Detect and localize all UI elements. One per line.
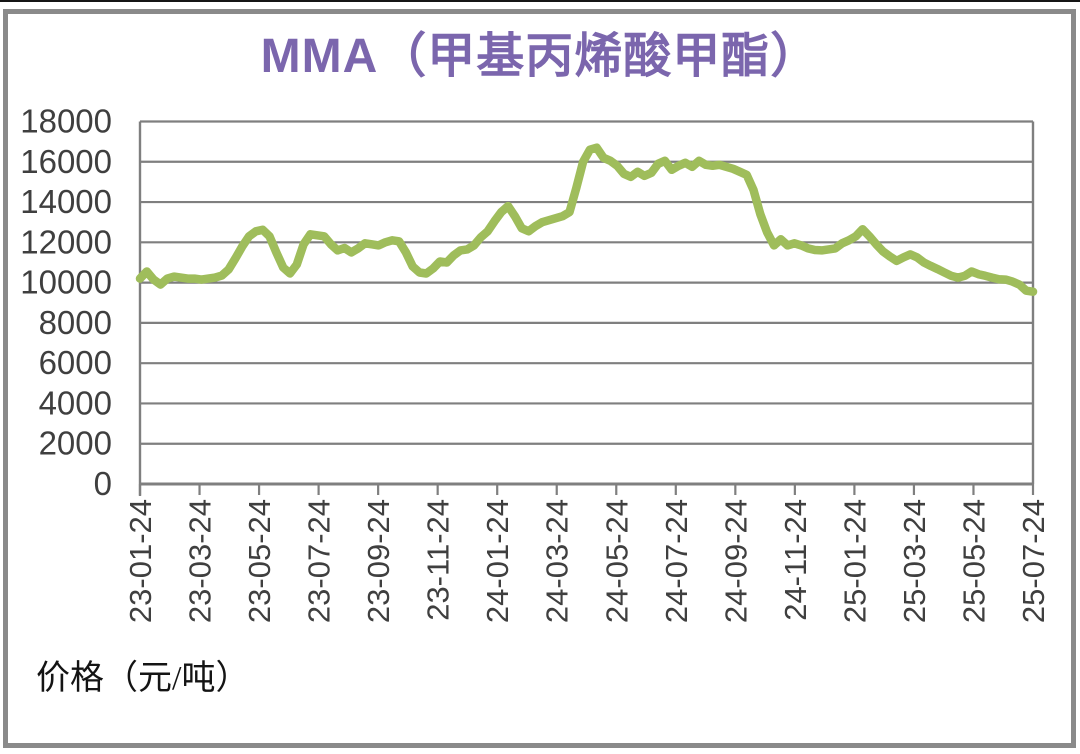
- y-tick-label: 16000: [20, 143, 112, 180]
- x-tick-label: 23-07-24: [302, 499, 337, 623]
- price-series-line: [135, 143, 1038, 296]
- x-tick-label: 25-05-24: [956, 499, 991, 623]
- y-axis-unit-label: 价格（元/吨）: [36, 660, 250, 697]
- y-tick-label: 2000: [39, 425, 112, 462]
- chart-frame: [3, 9, 1076, 748]
- screenshot-top-edge: [0, 0, 1080, 2]
- y-tick-label: 10000: [20, 264, 112, 301]
- y-tick-label: 0: [94, 465, 112, 502]
- x-tick-label: 24-03-24: [540, 499, 575, 623]
- x-tick-label: 25-07-24: [1016, 499, 1051, 623]
- x-tick-label: 24-11-24: [778, 499, 813, 621]
- y-tick-label: 18000: [20, 103, 112, 140]
- y-tick-label: 8000: [39, 304, 112, 341]
- y-tick-label: 6000: [39, 344, 112, 381]
- x-tick-label: 23-09-24: [361, 499, 396, 623]
- x-tick-label: 23-03-24: [183, 499, 218, 623]
- x-tick-label: 23-05-24: [242, 499, 277, 623]
- x-tick-label: 24-07-24: [659, 499, 694, 623]
- y-tick-label: 4000: [39, 384, 112, 421]
- x-tick-label: 23-11-24: [421, 499, 456, 621]
- x-tick-label: 25-01-24: [837, 499, 872, 623]
- x-tick-label: 23-01-24: [123, 499, 158, 623]
- chart-title: MMA（甲基丙烯酸甲酯）: [260, 30, 820, 83]
- x-tick-label: 24-09-24: [718, 499, 753, 623]
- x-tick-label: 24-01-24: [480, 499, 515, 623]
- y-tick-label: 12000: [20, 223, 112, 260]
- y-tick-label: 14000: [20, 183, 112, 220]
- x-tick-label: 25-03-24: [897, 499, 932, 623]
- x-tick-label: 24-05-24: [599, 499, 634, 623]
